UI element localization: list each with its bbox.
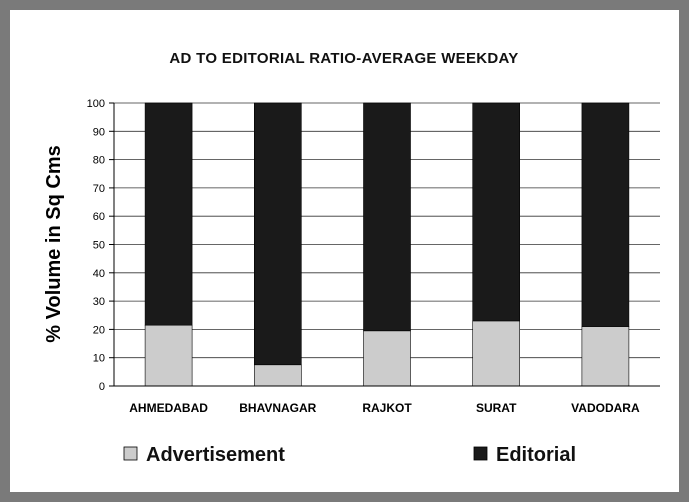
- y-tick-label: 40: [93, 268, 105, 280]
- y-tick-label: 100: [87, 98, 105, 110]
- y-tick-label: 0: [99, 381, 105, 393]
- chart-title: AD TO EDITORIAL RATIO-AVERAGE WEEKDAY: [169, 50, 518, 67]
- axes: [113, 103, 660, 387]
- bar-advertisement-surat: [472, 320, 521, 387]
- bars: [144, 102, 630, 387]
- y-tick-label: 90: [93, 126, 105, 138]
- legend-swatch-editorial: [473, 446, 488, 461]
- legend-label-editorial: Editorial: [496, 444, 576, 466]
- y-tick-label: 30: [93, 296, 105, 308]
- y-tick-label: 50: [93, 240, 105, 252]
- y-tick-label: 70: [93, 183, 105, 195]
- bar-advertisement-rajkot: [363, 330, 411, 387]
- bar-advertisement-vadodara: [581, 326, 630, 387]
- legend-label-advertisement: Advertisement: [146, 444, 285, 466]
- y-axis-label: % Volume in Sq Cms: [43, 145, 65, 342]
- y-tick-labels: 0 10 20 30 40 50 60 70 80 90 100: [87, 98, 105, 393]
- x-category-labels: AHMEDABAD BHAVNAGAR RAJKOT SURAT VADODARA: [129, 401, 640, 415]
- y-tick-label: 60: [93, 211, 105, 223]
- bar-advertisement-bhavnagar: [254, 364, 302, 387]
- legend: Advertisement Editorial: [123, 444, 576, 466]
- x-category-label: SURAT: [476, 401, 517, 415]
- bar-advertisement-ahmedabad: [144, 324, 193, 387]
- bar-editorial-rajkot: [363, 102, 411, 332]
- x-category-label: BHAVNAGAR: [239, 401, 316, 415]
- bar-editorial-surat: [472, 102, 521, 322]
- x-category-label: VADODARA: [571, 401, 640, 415]
- bar-editorial-vadodara: [581, 102, 630, 327]
- x-category-label: RAJKOT: [362, 401, 412, 415]
- x-category-label: AHMEDABAD: [129, 401, 208, 415]
- y-tick-label: 20: [93, 324, 105, 336]
- y-tick-label: 10: [93, 353, 105, 365]
- legend-swatch-advertisement: [123, 446, 138, 461]
- bar-editorial-bhavnagar: [254, 102, 302, 366]
- bar-editorial-ahmedabad: [144, 102, 193, 326]
- y-tick-label: 80: [93, 155, 105, 167]
